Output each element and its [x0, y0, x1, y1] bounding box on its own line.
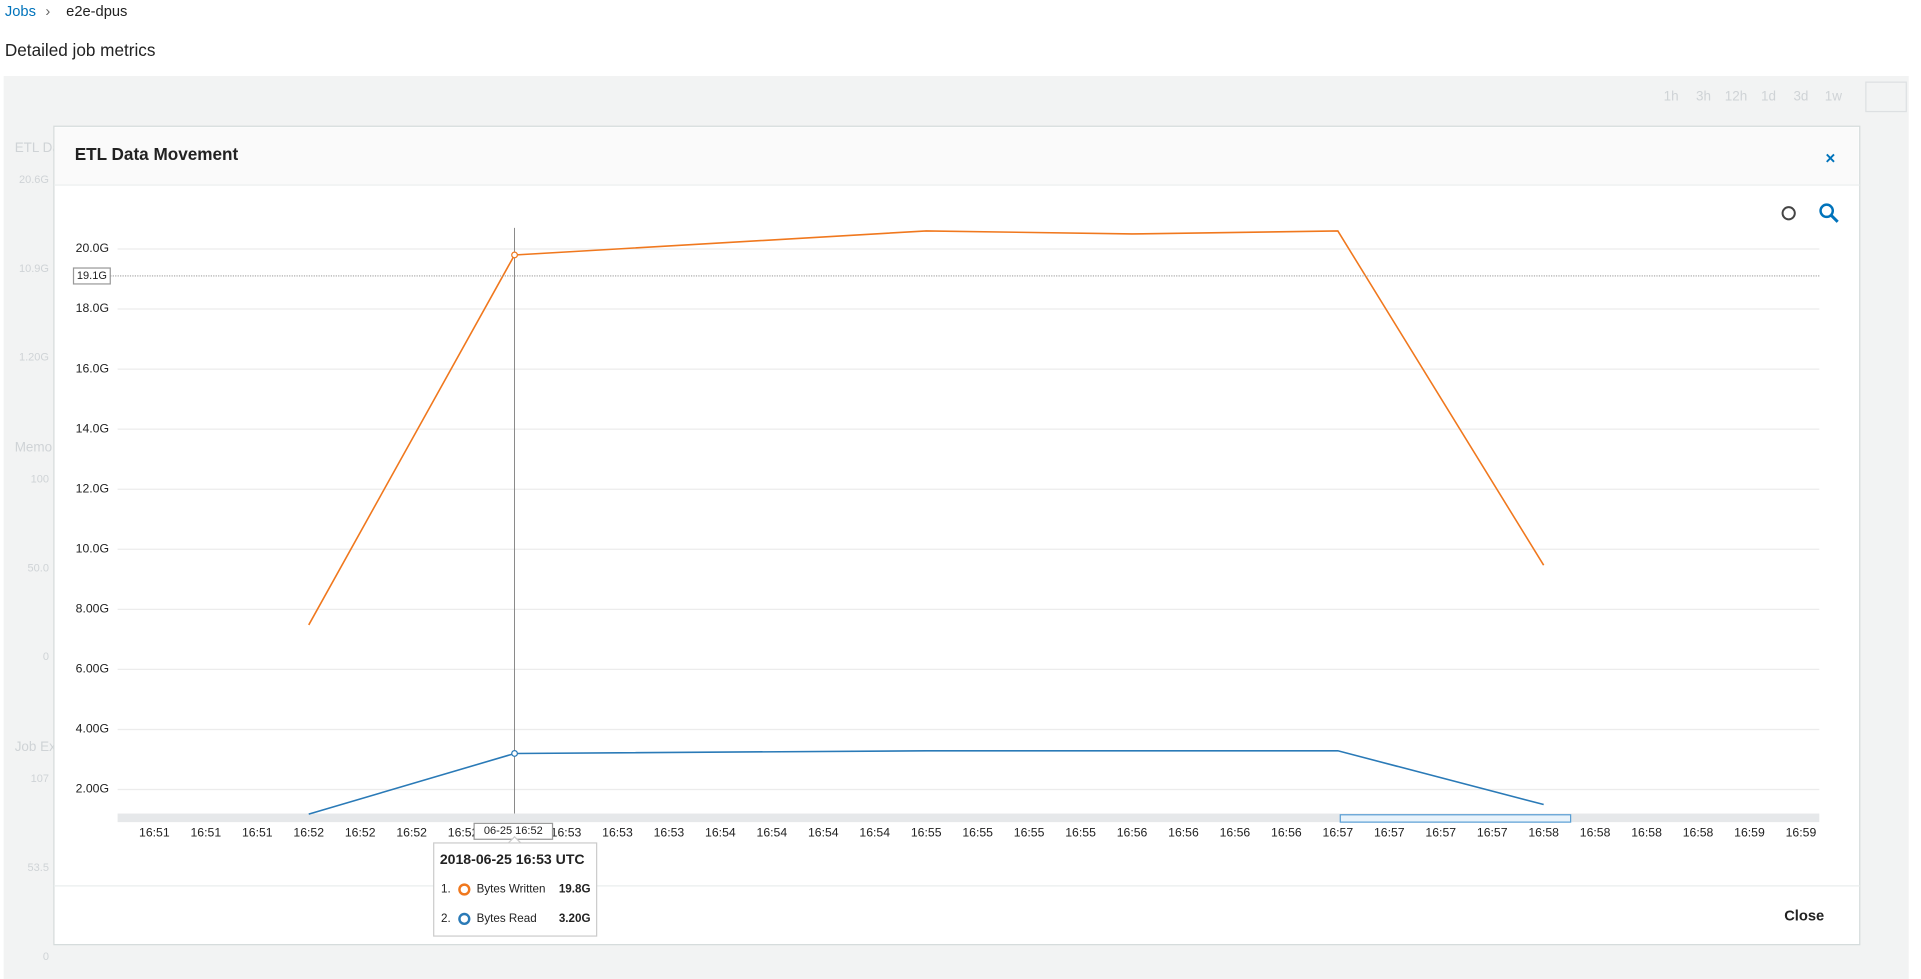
- page-title: Detailed job metrics: [5, 40, 156, 60]
- series-line: [308, 749, 1544, 815]
- x-tick-label: 16:55: [911, 825, 942, 839]
- time-range-button[interactable]: 1d: [1761, 88, 1776, 103]
- x-tick-label: 16:59: [1786, 825, 1817, 839]
- x-tick-label: 16:51: [242, 825, 273, 839]
- close-button[interactable]: Close: [1784, 908, 1824, 924]
- crosshair-y-label: 19.1G: [77, 270, 107, 282]
- background-panels: 1h 3h 12h 1d 3d 1w ETL Da 20.6G 10.9G 1.20G Memo 10…: [15, 88, 1843, 962]
- legend-label: Bytes Read: [477, 912, 537, 925]
- modal: [53, 125, 1861, 946]
- x-tick-label: 16:54: [757, 825, 788, 839]
- panel-tick-label: 50.0: [28, 562, 49, 574]
- x-tick-label: 16:52: [345, 825, 376, 839]
- x-tick-label: 16:54: [808, 825, 839, 839]
- x-tick-label: 16:58: [1683, 825, 1714, 839]
- x-tick-label: 16:53: [551, 825, 582, 839]
- panel-tick-label: 107: [31, 773, 49, 785]
- panel-title: Memo: [15, 439, 52, 454]
- x-tick-label: 16:57: [1477, 825, 1508, 839]
- refresh-icon[interactable]: [1781, 206, 1796, 221]
- tooltip-value: 19.8G: [559, 883, 591, 896]
- y-tick-label: 4.00G: [76, 722, 109, 736]
- x-tick-label: 16:56: [1117, 825, 1148, 839]
- panel-tick-label: 1.20G: [19, 352, 49, 364]
- x-tick-label: 16:51: [139, 825, 170, 839]
- x-tick-label: 16:55: [1065, 825, 1096, 839]
- y-tick-label: 6.00G: [76, 662, 109, 676]
- time-range-button[interactable]: 1h: [1664, 88, 1679, 103]
- tooltip-value: 3.20G: [559, 912, 591, 925]
- y-tick-label: 10.0G: [76, 542, 109, 556]
- x-tick-label: 16:56: [1220, 825, 1251, 839]
- breadcrumb-current: e2e-dpus: [66, 4, 127, 20]
- panel-title: ETL Da: [15, 140, 61, 155]
- range-selector[interactable]: [117, 813, 1820, 823]
- range-selection[interactable]: [1339, 814, 1572, 823]
- y-tick-label: 2.00G: [76, 782, 109, 796]
- crosshair-x-label: 06-25 16:52: [484, 825, 543, 837]
- chart: 2.00G 4.00G 6.00G 8.00G 10.0G 12.0G 14.0G 16.0G…: [72, 227, 1820, 937]
- x-tick-label: 16:52: [293, 825, 324, 839]
- time-range-button[interactable]: 3d: [1793, 88, 1808, 103]
- y-tick-label: 12.0G: [76, 481, 109, 495]
- y-tick-label: 20.0G: [76, 241, 109, 255]
- panel-tick-label: 53.5: [28, 862, 49, 874]
- panel-tick-label: 20.6G: [19, 174, 49, 186]
- hover-marker: [511, 251, 518, 259]
- x-tick-label: 16:52: [448, 825, 479, 839]
- x-tick-label: 16:53: [654, 825, 685, 839]
- y-tick-label: 8.00G: [76, 602, 109, 616]
- x-tick-label: 16:54: [705, 825, 736, 839]
- breadcrumb-separator: ›: [45, 4, 50, 20]
- breadcrumb-link[interactable]: Jobs: [5, 4, 36, 20]
- time-range-button[interactable]: 1w: [1825, 88, 1842, 103]
- series-line: [308, 230, 1545, 626]
- x-tick-label: 16:56: [1168, 825, 1199, 839]
- panel-tick-label: 0: [43, 951, 49, 963]
- legend-swatch: [458, 883, 471, 896]
- tooltip-pointer: [506, 835, 523, 844]
- tooltip-title: 2018-06-25 16:53 UTC: [440, 851, 585, 867]
- legend-swatch: [458, 912, 471, 926]
- x-tick-label: 16:53: [602, 825, 633, 839]
- x-tick-label: 16:57: [1374, 825, 1405, 839]
- modal-header: [55, 127, 1859, 186]
- time-range-button[interactable]: 12h: [1725, 88, 1747, 103]
- x-tick-label: 16:59: [1734, 825, 1765, 839]
- refresh-button[interactable]: [1865, 81, 1907, 113]
- zoom-icon[interactable]: [1819, 203, 1839, 223]
- tooltip-row-number: 2.: [441, 912, 451, 925]
- modal-close-icon[interactable]: ×: [1825, 148, 1835, 168]
- x-tick-label: 16:54: [859, 825, 890, 839]
- x-tick-label: 16:57: [1425, 825, 1456, 839]
- legend-label: Bytes Written: [477, 883, 546, 896]
- time-range-button[interactable]: 3h: [1696, 88, 1711, 103]
- panel-tick-label: 100: [31, 474, 49, 486]
- x-tick-label: 16:56: [1271, 825, 1302, 839]
- x-tick-label: 16:55: [1014, 825, 1045, 839]
- panel-tick-label: 10.9G: [19, 263, 49, 275]
- panel-title: Job Ex: [15, 739, 56, 754]
- y-tick-label: 14.0G: [76, 421, 109, 435]
- x-tick-label: 16:58: [1631, 825, 1662, 839]
- tooltip-row-number: 1.: [441, 883, 451, 896]
- modal-title: ETL Data Movement: [75, 144, 239, 164]
- x-tick-label: 16:55: [962, 825, 993, 839]
- hover-marker: [511, 750, 518, 757]
- y-tick-label: 18.0G: [76, 301, 109, 315]
- y-tick-label: 16.0G: [76, 361, 109, 375]
- crosshair-y-label-box: [72, 267, 111, 285]
- x-tick-label: 16:57: [1323, 825, 1354, 839]
- x-tick-label: 16:58: [1580, 825, 1611, 839]
- panel-tick-label: 0: [43, 651, 49, 663]
- x-tick-label: 16:58: [1528, 825, 1559, 839]
- x-tick-label: 16:52: [396, 825, 427, 839]
- x-tick-label: 16:51: [190, 825, 221, 839]
